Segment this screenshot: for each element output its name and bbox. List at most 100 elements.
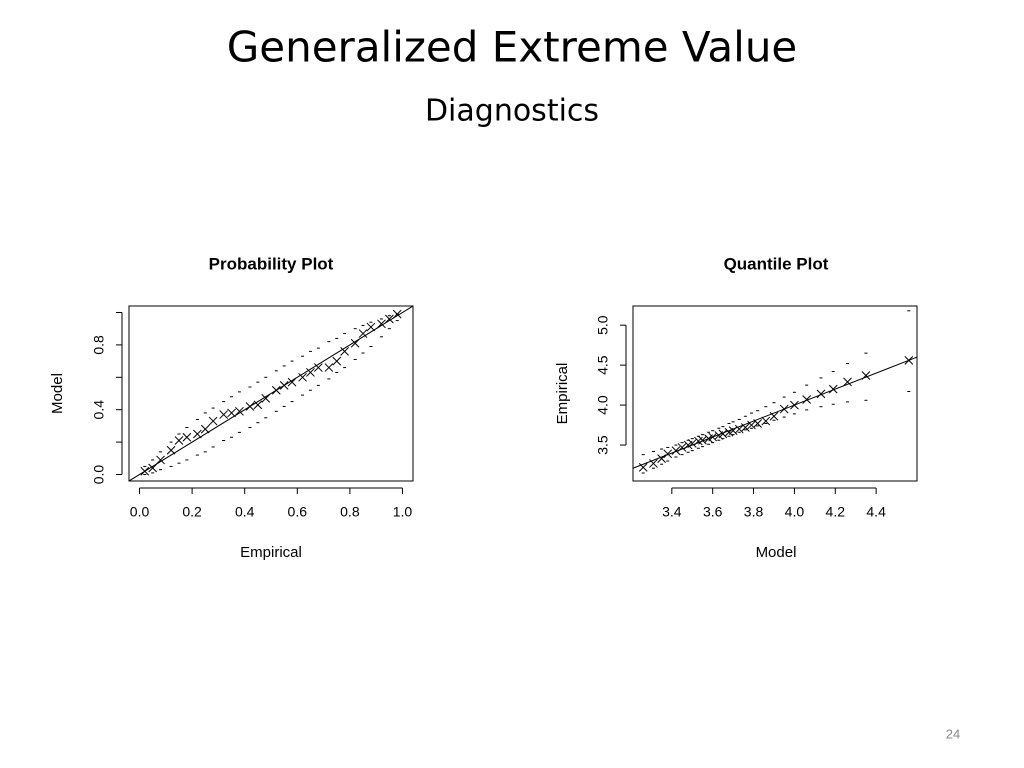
plot-frame [128,305,414,482]
point-stroke [657,454,666,463]
point [747,420,756,430]
point [698,435,707,445]
point-stroke [245,402,255,411]
point [324,363,334,372]
y-tick-label: 0.0 [91,465,107,485]
point [219,410,229,419]
point-stroke [358,329,368,338]
point-stroke [769,411,779,421]
point [350,338,360,348]
point-stroke [779,404,789,414]
point-stroke [761,416,771,426]
point-stroke [747,420,756,430]
point [649,459,658,468]
x-tick-label: 3.4 [662,504,682,520]
point [663,449,673,459]
point-stroke [166,445,176,455]
point-stroke [156,455,165,465]
point [332,356,342,366]
point-stroke [861,371,871,380]
y-tick-label: 0.8 [91,335,107,355]
x-tick-label: 4.2 [826,504,846,520]
x-tick-label: 3.6 [703,504,723,520]
y-tick-label: 3.5 [595,435,611,455]
x-tick-label: 4.0 [785,504,805,520]
point-stroke [313,363,323,372]
point [340,347,349,356]
point-stroke [638,463,648,472]
point [253,400,263,410]
point [861,371,871,380]
chart-title: Quantile Plot [724,254,829,273]
point [271,385,281,395]
point [761,416,771,426]
reference-line [129,306,413,481]
x-axis-label: Empirical [240,544,302,561]
point [245,402,255,411]
x-tick-label: 0.6 [288,504,308,520]
point-stroke [140,466,150,476]
point-stroke [708,432,718,442]
point [718,429,728,439]
point [287,377,297,387]
y-tick-label: 0.4 [91,400,107,420]
point [174,436,184,445]
point [638,463,648,472]
point [671,446,681,455]
point-stroke [227,408,236,418]
point [816,389,826,399]
point [828,384,838,394]
point-stroke [677,443,687,452]
point-stroke [649,459,658,468]
y-tick-label: 5.0 [595,315,611,335]
point [753,419,762,428]
point-stroke [279,381,289,390]
point-stroke [174,436,184,445]
point [140,466,150,476]
point-stroke [741,423,750,432]
point [298,372,307,382]
x-tick-label: 0.0 [130,504,150,520]
slide-subtitle: Diagnostics [425,94,599,129]
point-stroke [816,389,826,399]
point [148,463,158,473]
point [802,395,812,404]
point-stroke [200,424,210,434]
point-stroke [219,410,229,419]
point-stroke [698,435,707,445]
reference-line [633,356,917,469]
point-stroke [843,377,852,387]
point [790,400,799,410]
point-stroke [828,384,838,394]
point-stroke [271,385,281,395]
point [384,314,394,324]
point [208,416,218,426]
point [708,432,718,442]
point-stroke [193,429,202,439]
chart-title: Probability Plot [209,254,334,273]
page-number: 24 [946,726,960,741]
point [741,423,750,432]
plot-frame [632,305,918,482]
plot-area [633,310,917,474]
point [377,319,386,329]
point-stroke [687,439,697,448]
point [728,426,738,436]
x-tick-label: 0.8 [340,504,360,520]
x-axis-label: Model [756,544,797,561]
y-axis-label: Empirical [554,363,571,425]
point [279,381,289,390]
point-stroke [790,400,799,410]
x-tick-label: 0.4 [235,504,255,520]
point-stroke [718,429,728,439]
point-stroke [261,394,271,403]
point [904,355,914,365]
point-stroke [287,377,297,387]
point [843,377,852,387]
point [156,455,165,465]
point [193,429,202,439]
x-tick-label: 1.0 [393,504,413,520]
point-stroke [148,463,158,473]
point-stroke [753,419,762,428]
